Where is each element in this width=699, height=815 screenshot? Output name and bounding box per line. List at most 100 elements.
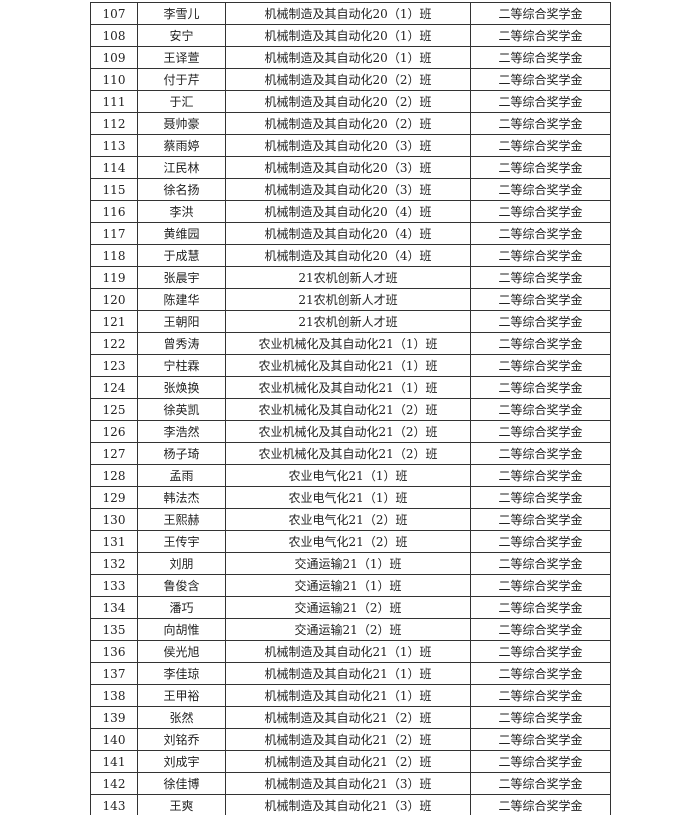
table-row: 117 黄维园 机械制造及其自动化20（4）班 二等综合奖学金 — [90, 222, 611, 245]
table-row: 118 于成慧 机械制造及其自动化20（4）班 二等综合奖学金 — [90, 244, 611, 267]
student-name: 蔡雨婷 — [137, 134, 226, 157]
table-row: 123 宁柱霖 农业机械化及其自动化21（1）班 二等综合奖学金 — [90, 354, 611, 377]
table-row: 110 付于芹 机械制造及其自动化20（2）班 二等综合奖学金 — [90, 68, 611, 91]
award-name: 二等综合奖学金 — [470, 90, 611, 113]
class-name: 机械制造及其自动化21（1）班 — [225, 662, 471, 685]
award-name: 二等综合奖学金 — [470, 508, 611, 531]
class-name: 机械制造及其自动化20（2）班 — [225, 68, 471, 91]
student-name: 孟雨 — [137, 464, 226, 487]
student-name: 潘巧 — [137, 596, 226, 619]
table-row: 115 徐名扬 机械制造及其自动化20（3）班 二等综合奖学金 — [90, 178, 611, 201]
table-row: 138 王甲裕 机械制造及其自动化21（1）班 二等综合奖学金 — [90, 684, 611, 707]
table-row: 121 王朝阳 21农机创新人才班 二等综合奖学金 — [90, 310, 611, 333]
class-name: 交通运输21（1）班 — [225, 574, 471, 597]
table-row: 108 安宁 机械制造及其自动化20（1）班 二等综合奖学金 — [90, 24, 611, 47]
student-name: 王熙赫 — [137, 508, 226, 531]
award-name: 二等综合奖学金 — [470, 442, 611, 465]
row-number: 112 — [90, 112, 138, 135]
award-name: 二等综合奖学金 — [470, 310, 611, 333]
class-name: 农业机械化及其自动化21（1）班 — [225, 354, 471, 377]
row-number: 125 — [90, 398, 138, 421]
row-number: 142 — [90, 772, 138, 795]
row-number: 139 — [90, 706, 138, 729]
row-number: 114 — [90, 156, 138, 179]
table-row: 114 江民林 机械制造及其自动化20（3）班 二等综合奖学金 — [90, 156, 611, 179]
award-name: 二等综合奖学金 — [470, 112, 611, 135]
row-number: 119 — [90, 266, 138, 289]
class-name: 农业机械化及其自动化21（2）班 — [225, 442, 471, 465]
award-name: 二等综合奖学金 — [470, 46, 611, 69]
student-name: 黄维园 — [137, 222, 226, 245]
table-row: 127 杨子琦 农业机械化及其自动化21（2）班 二等综合奖学金 — [90, 442, 611, 465]
scholarship-table: 107 李雪儿 机械制造及其自动化20（1）班 二等综合奖学金 108 安宁 机械制造及其自… — [90, 2, 611, 815]
award-name: 二等综合奖学金 — [470, 486, 611, 509]
table-row: 119 张晨宇 21农机创新人才班 二等综合奖学金 — [90, 266, 611, 289]
row-number: 127 — [90, 442, 138, 465]
student-name: 于汇 — [137, 90, 226, 113]
student-name: 侯光旭 — [137, 640, 226, 663]
student-name: 刘朋 — [137, 552, 226, 575]
table-row: 130 王熙赫 农业电气化21（2）班 二等综合奖学金 — [90, 508, 611, 531]
row-number: 128 — [90, 464, 138, 487]
row-number: 140 — [90, 728, 138, 751]
class-name: 机械制造及其自动化21（1）班 — [225, 684, 471, 707]
class-name: 交通运输21（2）班 — [225, 596, 471, 619]
row-number: 137 — [90, 662, 138, 685]
award-name: 二等综合奖学金 — [470, 530, 611, 553]
row-number: 108 — [90, 24, 138, 47]
class-name: 机械制造及其自动化20（2）班 — [225, 112, 471, 135]
table-row: 132 刘朋 交通运输21（1）班 二等综合奖学金 — [90, 552, 611, 575]
award-name: 二等综合奖学金 — [470, 266, 611, 289]
student-name: 王甲裕 — [137, 684, 226, 707]
row-number: 141 — [90, 750, 138, 773]
row-number: 118 — [90, 244, 138, 267]
class-name: 机械制造及其自动化21（3）班 — [225, 794, 471, 815]
student-name: 向胡惟 — [137, 618, 226, 641]
class-name: 机械制造及其自动化20（1）班 — [225, 46, 471, 69]
row-number: 131 — [90, 530, 138, 553]
class-name: 机械制造及其自动化20（2）班 — [225, 90, 471, 113]
student-name: 李雪儿 — [137, 2, 226, 25]
class-name: 21农机创新人才班 — [225, 288, 471, 311]
table-row: 143 王爽 机械制造及其自动化21（3）班 二等综合奖学金 — [90, 794, 611, 815]
table-row: 134 潘巧 交通运输21（2）班 二等综合奖学金 — [90, 596, 611, 619]
student-name: 于成慧 — [137, 244, 226, 267]
award-name: 二等综合奖学金 — [470, 794, 611, 815]
class-name: 交通运输21（1）班 — [225, 552, 471, 575]
row-number: 120 — [90, 288, 138, 311]
row-number: 130 — [90, 508, 138, 531]
award-name: 二等综合奖学金 — [470, 574, 611, 597]
table-row: 128 孟雨 农业电气化21（1）班 二等综合奖学金 — [90, 464, 611, 487]
table-row: 124 张焕换 农业机械化及其自动化21（1）班 二等综合奖学金 — [90, 376, 611, 399]
award-name: 二等综合奖学金 — [470, 684, 611, 707]
student-name: 张晨宇 — [137, 266, 226, 289]
award-name: 二等综合奖学金 — [470, 178, 611, 201]
row-number: 117 — [90, 222, 138, 245]
award-name: 二等综合奖学金 — [470, 332, 611, 355]
class-name: 机械制造及其自动化20（3）班 — [225, 134, 471, 157]
table-row: 126 李浩然 农业机械化及其自动化21（2）班 二等综合奖学金 — [90, 420, 611, 443]
table-row: 136 侯光旭 机械制造及其自动化21（1）班 二等综合奖学金 — [90, 640, 611, 663]
student-name: 李洪 — [137, 200, 226, 223]
class-name: 农业机械化及其自动化21（2）班 — [225, 420, 471, 443]
class-name: 机械制造及其自动化21（2）班 — [225, 750, 471, 773]
table-row: 131 王传宇 农业电气化21（2）班 二等综合奖学金 — [90, 530, 611, 553]
student-name: 王译萱 — [137, 46, 226, 69]
award-name: 二等综合奖学金 — [470, 24, 611, 47]
student-name: 鲁俊含 — [137, 574, 226, 597]
class-name: 农业电气化21（1）班 — [225, 464, 471, 487]
award-name: 二等综合奖学金 — [470, 354, 611, 377]
class-name: 农业机械化及其自动化21（1）班 — [225, 332, 471, 355]
table-row: 107 李雪儿 机械制造及其自动化20（1）班 二等综合奖学金 — [90, 2, 611, 25]
table-row: 129 韩法杰 农业电气化21（1）班 二等综合奖学金 — [90, 486, 611, 509]
row-number: 116 — [90, 200, 138, 223]
table-row: 140 刘铭乔 机械制造及其自动化21（2）班 二等综合奖学金 — [90, 728, 611, 751]
class-name: 机械制造及其自动化20（3）班 — [225, 178, 471, 201]
table-row: 116 李洪 机械制造及其自动化20（4）班 二等综合奖学金 — [90, 200, 611, 223]
table-row: 137 李佳琼 机械制造及其自动化21（1）班 二等综合奖学金 — [90, 662, 611, 685]
row-number: 126 — [90, 420, 138, 443]
table-row: 120 陈建华 21农机创新人才班 二等综合奖学金 — [90, 288, 611, 311]
award-name: 二等综合奖学金 — [470, 200, 611, 223]
